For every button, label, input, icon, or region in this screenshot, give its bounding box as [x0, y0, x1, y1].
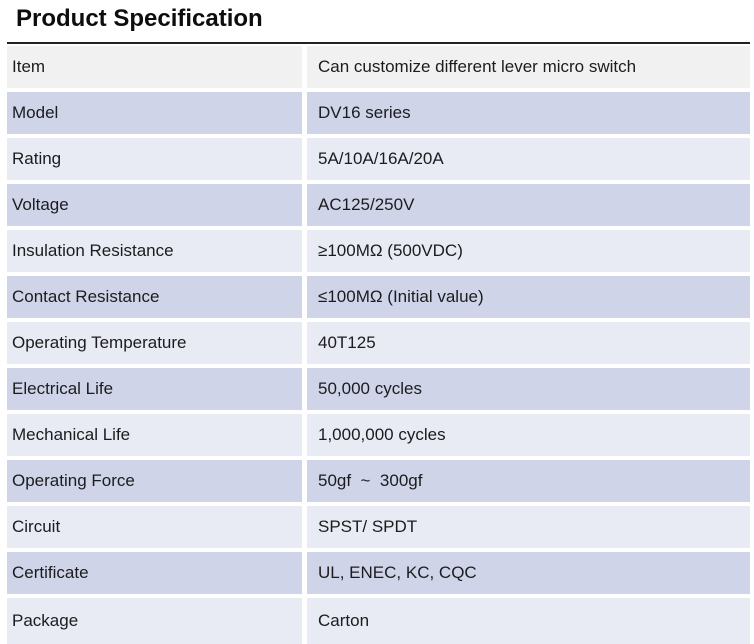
spec-value-cell: 1,000,000 cycles — [307, 414, 750, 456]
spec-value-cell: DV16 series — [307, 92, 750, 134]
spec-label-cell: Certificate — [7, 552, 302, 594]
spec-label-cell: Circuit — [7, 506, 302, 548]
spec-label-cell: Model — [7, 92, 302, 134]
table-top-border — [7, 42, 750, 44]
spec-value-cell: Carton — [307, 598, 750, 644]
spec-label-cell: Item — [7, 46, 302, 88]
spec-label-cell: Voltage — [7, 184, 302, 226]
spec-label-cell: Rating — [7, 138, 302, 180]
spec-label-cell: Mechanical Life — [7, 414, 302, 456]
spec-label-cell: Operating Force — [7, 460, 302, 502]
page-title: Product Specification — [16, 5, 263, 32]
spec-value-cell: Can customize different lever micro swit… — [307, 46, 750, 88]
spec-value-cell: 40T125 — [307, 322, 750, 364]
spec-label-cell: Package — [7, 598, 302, 644]
spec-value-cell: 5A/10A/16A/20A — [307, 138, 750, 180]
spec-label-cell: Electrical Life — [7, 368, 302, 410]
spec-value-cell: AC125/250V — [307, 184, 750, 226]
spec-label-cell: Operating Temperature — [7, 322, 302, 364]
spec-label-cell: Contact Resistance — [7, 276, 302, 318]
spec-table: Item Can customize different lever micro … — [7, 46, 750, 644]
spec-value-cell: UL, ENEC, KC, CQC — [307, 552, 750, 594]
spec-value-cell: SPST/ SPDT — [307, 506, 750, 548]
spec-value-cell: 50,000 cycles — [307, 368, 750, 410]
spec-value-cell: 50gf ~ 300gf — [307, 460, 750, 502]
spec-value-cell: ≤100MΩ (Initial value) — [307, 276, 750, 318]
spec-label-cell: Insulation Resistance — [7, 230, 302, 272]
spec-value-cell: ≥100MΩ (500VDC) — [307, 230, 750, 272]
